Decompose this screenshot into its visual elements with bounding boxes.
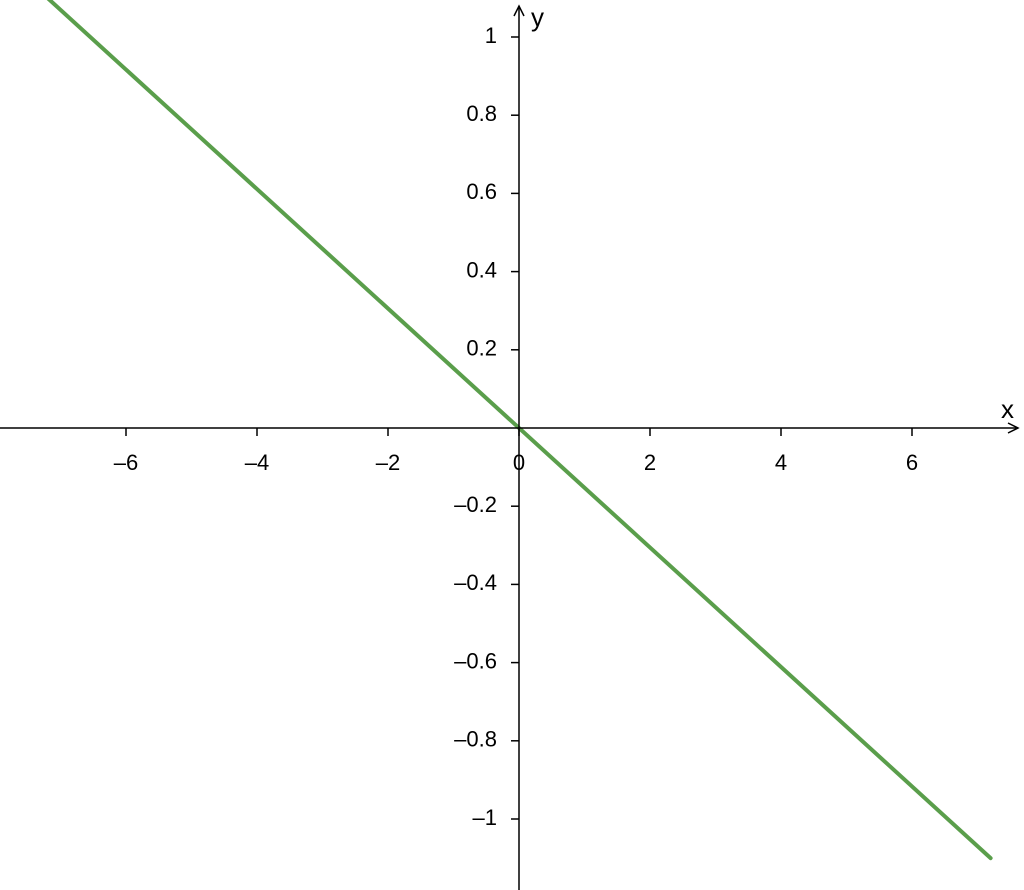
y-tick-label: –1 xyxy=(473,805,497,830)
y-tick-label: –0.2 xyxy=(454,492,497,517)
y-axis-label: y xyxy=(531,2,544,32)
line-chart: –6 –4 –2 0 2 4 6 1 0.8 0.6 0.4 0.2 –0.2 –0.4 –0.6 –0.8 –… xyxy=(0,0,1024,890)
x-tick-label: 4 xyxy=(775,450,787,475)
x-tick-label: –2 xyxy=(376,450,400,475)
y-tick-label: 0.6 xyxy=(466,179,497,204)
x-axis-label: x xyxy=(1001,394,1014,424)
x-tick-label: 0 xyxy=(513,450,525,475)
y-tick-label: –0.6 xyxy=(454,648,497,673)
y-tick-label: 0.4 xyxy=(466,257,497,282)
chart-svg: –6 –4 –2 0 2 4 6 1 0.8 0.6 0.4 0.2 –0.2 –0.4 –0.6 –0.8 –… xyxy=(0,0,1024,890)
y-tick-label: –0.8 xyxy=(454,727,497,752)
y-tick-label: –0.4 xyxy=(454,570,497,595)
x-tick-label: –6 xyxy=(114,450,138,475)
y-tick-label: 0.2 xyxy=(466,336,497,361)
y-tick-label: 0.8 xyxy=(466,101,497,126)
x-tick-label: 6 xyxy=(906,450,918,475)
y-tick-label: 1 xyxy=(485,23,497,48)
x-tick-label: 2 xyxy=(644,450,656,475)
x-tick-label: –4 xyxy=(245,450,269,475)
